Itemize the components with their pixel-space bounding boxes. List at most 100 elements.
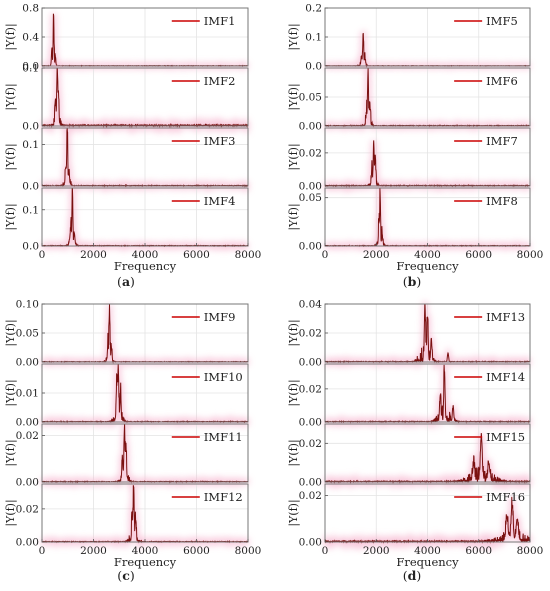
y-tick-label: 0.00: [16, 357, 39, 369]
y-tick-label: 0.05: [299, 192, 322, 204]
panel-label: (d): [403, 568, 422, 583]
y-tick-label: 0.8: [22, 3, 39, 15]
panel-d: 0.000.020.04|Y(f)|IMF130.000.02|Y(f)|IMF…: [287, 299, 543, 584]
y-tick-label: 0.02: [299, 147, 322, 159]
x-tick-label: 4000: [132, 249, 159, 261]
subplot-imf5: 0.0 0.1 0.2 |Y(f)| IMF5: [287, 3, 532, 75]
y-tick-label: 0.05: [16, 328, 39, 340]
y-axis-label: |Y(f)|: [287, 379, 301, 406]
y-axis-label: |Y(f)|: [4, 319, 18, 346]
subplot-imf2: 0.00.1|Y(f)|IMF2: [4, 63, 251, 136]
y-tick-label: 0.00: [299, 537, 322, 549]
legend-imf9: IMF9: [204, 310, 236, 324]
y-tick-label: 0.0: [22, 241, 39, 253]
y-tick-label: 0.1: [22, 139, 39, 151]
y-tick-label: 0.00: [299, 477, 322, 489]
y-tick-label: 0.00: [299, 357, 322, 369]
y-tick-label: 0.00: [299, 417, 322, 429]
x-tick-label: 0: [39, 545, 46, 557]
legend-imf3: IMF3: [204, 134, 236, 148]
x-tick-label: 6000: [465, 249, 492, 261]
subplot-imf1: 0.0 0.4 0.8 |Y(f)| IMF1: [4, 3, 250, 73]
y-tick-label: 0.10: [16, 299, 39, 311]
x-axis-label: Frequency: [114, 259, 177, 273]
y-axis-label: |Y(f)|: [287, 319, 301, 346]
x-tick-label: 8000: [517, 249, 544, 261]
y-tick-label: 0.02: [16, 430, 39, 442]
x-tick-label: 0: [322, 249, 329, 261]
subplot-imf10: 0.00 0.01|Y(f)| IMF10: [4, 363, 250, 431]
y-tick-label: 0.05: [299, 92, 322, 104]
axes-frame: [324, 127, 531, 187]
y-tick-label: 0.0: [22, 61, 39, 73]
x-tick-label: 4000: [414, 249, 441, 261]
y-axis-label: |Y(f)|: [287, 143, 301, 170]
y-axis-label: |Y(f)|: [4, 83, 18, 110]
axes-frame: [324, 363, 531, 423]
x-tick-label: 4000: [132, 545, 159, 557]
legend-imf5: IMF5: [486, 14, 518, 28]
axes-frame: [41, 67, 249, 127]
x-tick-label: 2000: [80, 249, 107, 261]
x-tick-label: 8000: [235, 249, 262, 261]
y-tick-label: 0.0: [22, 121, 39, 133]
x-axis-label: Frequency: [114, 555, 177, 569]
y-tick-label: 0.00: [16, 477, 39, 489]
x-tick-label: 0: [39, 249, 46, 261]
subplot-imf15: 0.00 0.02|Y(f)| IMF15: [287, 423, 533, 492]
y-tick-label: 0.02: [299, 490, 322, 502]
legend-imf15: IMF15: [486, 430, 525, 444]
y-axis-label: |Y(f)|: [287, 23, 301, 50]
subplot-imf14: 0.00 0.02|Y(f)| IMF14: [287, 363, 532, 431]
y-tick-label: 0.1: [22, 63, 39, 75]
y-axis-label: |Y(f)|: [287, 499, 301, 526]
legend-imf12: IMF12: [204, 490, 243, 504]
y-axis-label: |Y(f)|: [287, 439, 301, 466]
y-axis-label: |Y(f)|: [4, 439, 18, 466]
y-tick-label: 0.04: [299, 299, 323, 311]
legend-imf1: IMF1: [204, 14, 236, 28]
y-tick-label: 0.02: [299, 328, 322, 340]
y-tick-label: 0.01: [16, 388, 39, 400]
y-tick-label: 0.0: [22, 181, 39, 193]
legend-imf13: IMF13: [486, 310, 525, 324]
x-tick-label: 4000: [414, 545, 441, 557]
x-tick-label: 2000: [80, 545, 107, 557]
panel-label: (b): [403, 274, 422, 289]
y-axis-label: |Y(f)|: [4, 143, 18, 170]
axes-frame: [324, 423, 531, 483]
subplot-imf7: 0.00 0.02|Y(f)| IMF7: [287, 127, 532, 194]
y-tick-label: 0.0: [305, 61, 322, 73]
subplot-imf13: 0.00 0.02 0.04 |Y(f)| IMF13: [287, 299, 532, 371]
y-axis-label: |Y(f)|: [4, 499, 18, 526]
panel-c: 0.000.050.10|Y(f)|IMF90.000.01|Y(f)|IMF1…: [4, 299, 261, 584]
y-tick-label: 0.1: [22, 204, 39, 216]
panel-b: 0.00.10.2|Y(f)|IMF50.000.05|Y(f)|IMF60.0…: [287, 3, 543, 290]
subplot-imf8: 0.00 0.05|Y(f)| IMF8 0 2000 4000 6000 8000 Frequ…: [287, 187, 544, 273]
x-tick-label: 6000: [183, 249, 210, 261]
y-tick-label: 0.00: [299, 181, 322, 193]
legend-imf7: IMF7: [486, 134, 518, 148]
x-tick-label: 2000: [363, 545, 390, 557]
panel-label: (a): [117, 274, 135, 289]
x-tick-label: 6000: [465, 545, 492, 557]
legend-imf2: IMF2: [204, 74, 236, 88]
x-tick-label: 2000: [363, 249, 390, 261]
legend-imf16: IMF16: [486, 490, 525, 504]
subplot-imf4: 0.0 0.1 |Y(f)| IMF4 0 2000 4000 6000 8000 Frequen…: [4, 186, 262, 273]
legend-imf14: IMF14: [486, 370, 525, 384]
y-tick-label: 0.1: [305, 32, 322, 44]
x-axis-label: Frequency: [396, 259, 459, 273]
legend-imf6: IMF6: [486, 74, 518, 88]
y-tick-label: 0.00: [16, 537, 39, 549]
legend-imf11: IMF11: [204, 430, 243, 444]
y-tick-label: 0.00: [16, 417, 39, 429]
subplot-imf3: 0.0 0.1 |Y(f)| IMF3: [4, 127, 250, 194]
y-axis-label: |Y(f)|: [4, 379, 18, 406]
y-tick-label: 0.02: [299, 383, 322, 395]
x-tick-label: 0: [322, 545, 329, 557]
subplot-imf12: 0.00 0.02|Y(f)| IMF12 0 2000 4000 6000 8000 Freq…: [4, 483, 261, 569]
x-tick-label: 6000: [183, 545, 210, 557]
axes-frame: [41, 127, 249, 187]
y-axis-label: |Y(f)|: [4, 23, 18, 50]
